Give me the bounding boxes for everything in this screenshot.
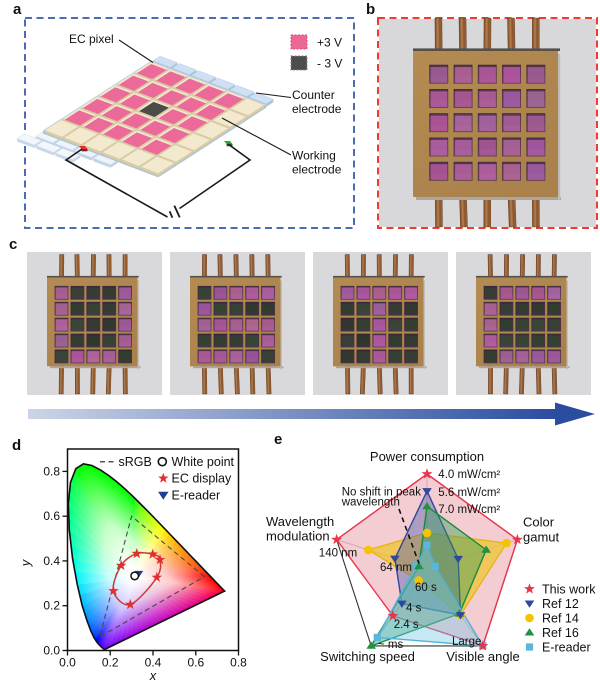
svg-text:140 nm: 140 nm [319, 548, 357, 560]
svg-text:a: a [13, 1, 22, 18]
svg-text:c: c [9, 236, 17, 253]
svg-text:No shift in peak: No shift in peak [342, 487, 422, 499]
svg-text:Visible angle: Visible angle [446, 649, 519, 664]
svg-text:64 nm: 64 nm [380, 562, 412, 574]
svg-text:Large: Large [452, 636, 481, 648]
svg-text:Working: Working [292, 149, 336, 163]
svg-text:modulation: modulation [266, 529, 330, 544]
svg-text:EC display: EC display [172, 472, 232, 486]
svg-text:White point: White point [172, 455, 235, 469]
svg-text:Ref 14: Ref 14 [542, 612, 579, 626]
svg-text:- 3 V: - 3 V [317, 57, 342, 71]
svg-text:0.8: 0.8 [43, 464, 60, 478]
svg-text:~ ms: ~ ms [378, 639, 403, 651]
svg-text:Power consumption: Power consumption [370, 449, 484, 464]
svg-text:0.0: 0.0 [43, 644, 60, 658]
svg-text:0.2: 0.2 [102, 656, 119, 670]
svg-text:4.0 mW/cm²: 4.0 mW/cm² [438, 469, 500, 481]
svg-text:d: d [12, 437, 21, 454]
svg-text:Color: Color [523, 515, 555, 530]
svg-text:wavelength: wavelength [341, 497, 400, 509]
svg-text:E-reader: E-reader [542, 641, 591, 655]
svg-text:sRGB: sRGB [119, 455, 152, 469]
svg-text:Ref 16: Ref 16 [542, 626, 579, 640]
svg-text:electrode: electrode [292, 163, 342, 177]
svg-text:y: y [18, 558, 33, 567]
svg-text:4 s: 4 s [406, 603, 422, 615]
svg-text:0.4: 0.4 [43, 554, 60, 568]
svg-text:x: x [149, 668, 157, 683]
svg-text:E-reader: E-reader [172, 488, 221, 502]
svg-text:7.0 mW/cm²: 7.0 mW/cm² [438, 504, 500, 516]
svg-text:0.2: 0.2 [43, 599, 60, 613]
svg-text:60 s: 60 s [415, 582, 437, 594]
svg-text:2.4 s: 2.4 s [394, 619, 419, 631]
svg-text:Ref 12: Ref 12 [542, 597, 579, 611]
svg-text:0.8: 0.8 [230, 656, 247, 670]
svg-text:EC pixel: EC pixel [69, 32, 114, 46]
svg-text:Wavelength: Wavelength [266, 514, 334, 529]
svg-text:gamut: gamut [523, 530, 560, 545]
svg-text:0.6: 0.6 [43, 509, 60, 523]
svg-text:e: e [274, 431, 282, 448]
svg-text:b: b [366, 1, 375, 18]
svg-text:electrode: electrode [292, 102, 342, 116]
svg-text:0.0: 0.0 [59, 656, 76, 670]
svg-text:5.6 mW/cm²: 5.6 mW/cm² [438, 487, 500, 499]
svg-text:0.6: 0.6 [187, 656, 204, 670]
svg-text:Counter: Counter [292, 88, 335, 102]
svg-text:+3 V: +3 V [317, 36, 342, 50]
svg-text:This work: This work [542, 583, 596, 597]
svg-text:0.4: 0.4 [145, 656, 162, 670]
svg-text:Switching speed: Switching speed [320, 649, 415, 664]
